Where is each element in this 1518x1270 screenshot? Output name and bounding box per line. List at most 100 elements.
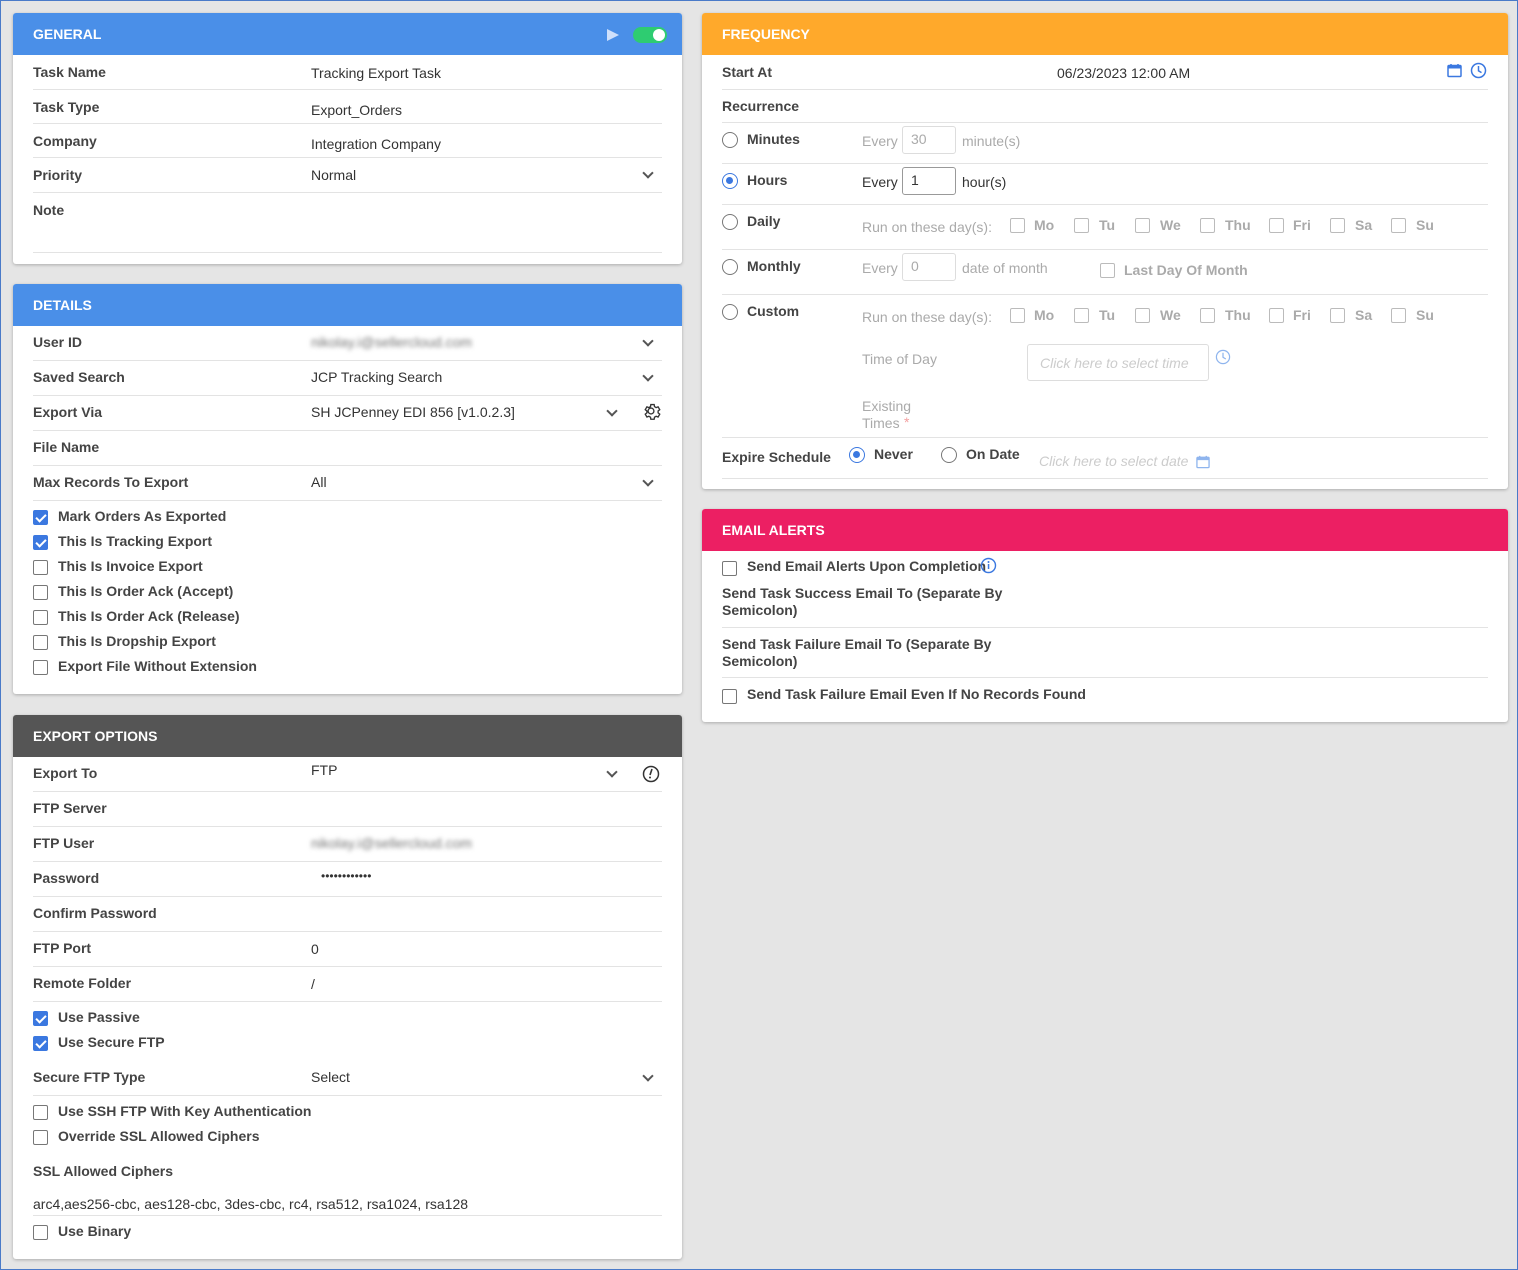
invoice-export-checkbox[interactable] xyxy=(33,560,48,575)
override-ssl-label: Override SSL Allowed Ciphers xyxy=(58,1128,260,1144)
divider xyxy=(33,931,662,932)
failure-email-input[interactable] xyxy=(1057,630,1488,676)
note-input[interactable] xyxy=(311,198,662,248)
minutes-radio[interactable] xyxy=(722,132,738,148)
max-records-select[interactable]: All xyxy=(311,474,327,490)
custom-we-checkbox[interactable] xyxy=(1135,308,1150,323)
custom-fri-checkbox[interactable] xyxy=(1269,308,1284,323)
calendar-icon[interactable] xyxy=(1447,63,1462,78)
test-connection-icon[interactable] xyxy=(642,765,660,783)
enable-toggle[interactable] xyxy=(633,27,667,43)
daily-thu-checkbox[interactable] xyxy=(1200,218,1215,233)
dropship-export-checkbox[interactable] xyxy=(33,635,48,650)
run-icon[interactable] xyxy=(606,28,620,42)
remote-folder-label: Remote Folder xyxy=(33,975,132,991)
use-secure-ftp-checkbox[interactable] xyxy=(33,1036,48,1051)
never-radio[interactable] xyxy=(849,447,865,463)
hours-input[interactable]: 1 xyxy=(902,167,956,195)
divider xyxy=(33,89,662,90)
on-date-radio[interactable] xyxy=(941,447,957,463)
daily-we-checkbox[interactable] xyxy=(1135,218,1150,233)
order-ack-accept-checkbox[interactable] xyxy=(33,585,48,600)
success-email-input[interactable] xyxy=(1057,579,1488,625)
hours-radio[interactable] xyxy=(722,173,738,189)
info-icon[interactable] xyxy=(980,557,997,574)
chevron-down-icon[interactable] xyxy=(642,167,654,179)
expire-date-input[interactable]: Click here to select date xyxy=(1039,453,1189,469)
ftp-server-input[interactable] xyxy=(311,795,662,825)
chevron-down-icon[interactable] xyxy=(642,335,654,347)
existing-times-label-1: Existing xyxy=(862,398,912,414)
chevron-down-icon[interactable] xyxy=(606,766,618,778)
user-id-select[interactable]: nikolay.i@sellercloud.com xyxy=(311,334,473,350)
daily-su-checkbox[interactable] xyxy=(1391,218,1406,233)
start-at-input[interactable]: 06/23/2023 12:00 AM xyxy=(1057,65,1191,81)
chevron-down-icon[interactable] xyxy=(642,370,654,382)
calendar-icon[interactable] xyxy=(1196,455,1210,469)
custom-tu-checkbox[interactable] xyxy=(1074,308,1089,323)
export-to-select[interactable]: FTP xyxy=(311,762,338,778)
override-ssl-checkbox[interactable] xyxy=(33,1130,48,1145)
custom-radio[interactable] xyxy=(722,304,738,320)
daily-radio[interactable] xyxy=(722,214,738,230)
task-name-value[interactable]: Tracking Export Task xyxy=(311,65,441,81)
last-day-of-month-checkbox[interactable] xyxy=(1100,263,1115,278)
custom-su-label: Su xyxy=(1416,307,1434,323)
mark-orders-exported-checkbox[interactable] xyxy=(33,510,48,525)
daily-sa-checkbox[interactable] xyxy=(1330,218,1345,233)
custom-sa-checkbox[interactable] xyxy=(1330,308,1345,323)
company-value[interactable]: Integration Company xyxy=(311,136,441,152)
tracking-export-checkbox[interactable] xyxy=(33,535,48,550)
divider xyxy=(722,204,1488,205)
divider xyxy=(722,249,1488,250)
clock-icon[interactable] xyxy=(1470,62,1487,79)
ftp-port-input[interactable]: 0 xyxy=(311,941,319,957)
start-at-label: Start At xyxy=(722,64,773,80)
minutes-input[interactable]: 30 xyxy=(902,126,956,154)
secure-ftp-type-select[interactable]: Select xyxy=(311,1069,350,1085)
chevron-down-icon[interactable] xyxy=(606,405,618,417)
custom-mo-checkbox[interactable] xyxy=(1010,308,1025,323)
use-ssh-checkbox[interactable] xyxy=(33,1105,48,1120)
export-via-select[interactable]: SH JCPenney EDI 856 [v1.0.2.3] xyxy=(311,404,515,420)
file-name-input[interactable] xyxy=(311,434,662,464)
no-extension-checkbox[interactable] xyxy=(33,660,48,675)
confirm-password-input[interactable] xyxy=(311,900,662,930)
daily-sa-label: Sa xyxy=(1355,217,1373,233)
divider xyxy=(722,437,1488,438)
priority-select[interactable]: Normal xyxy=(311,167,357,183)
custom-thu-checkbox[interactable] xyxy=(1200,308,1215,323)
frequency-title: FREQUENCY xyxy=(722,26,810,42)
daily-mo-checkbox[interactable] xyxy=(1010,218,1025,233)
use-passive-checkbox[interactable] xyxy=(33,1011,48,1026)
failure-no-records-checkbox[interactable] xyxy=(722,689,737,704)
clock-icon[interactable] xyxy=(1215,349,1231,365)
custom-su-checkbox[interactable] xyxy=(1391,308,1406,323)
divider xyxy=(722,294,1488,295)
password-input[interactable]: •••••••••••• xyxy=(321,869,372,883)
monthly-input[interactable]: 0 xyxy=(902,253,956,281)
chevron-down-icon[interactable] xyxy=(642,475,654,487)
hours-every-label: Every xyxy=(862,174,898,190)
send-alerts-checkbox[interactable] xyxy=(722,561,737,576)
custom-we-label: We xyxy=(1160,307,1181,323)
order-ack-release-checkbox[interactable] xyxy=(33,610,48,625)
daily-fri-checkbox[interactable] xyxy=(1269,218,1284,233)
daily-tu-checkbox[interactable] xyxy=(1074,218,1089,233)
saved-search-select[interactable]: JCP Tracking Search xyxy=(311,369,443,385)
use-binary-checkbox[interactable] xyxy=(33,1225,48,1240)
remote-folder-input[interactable]: / xyxy=(311,976,315,992)
ftp-user-input[interactable]: nikolay.i@sellercloud.com xyxy=(311,835,473,851)
task-type-value[interactable]: Export_Orders xyxy=(311,102,403,118)
ssl-ciphers-input[interactable]: arc4,aes256-cbc, aes128-cbc, 3des-cbc, r… xyxy=(33,1196,469,1212)
gear-icon[interactable] xyxy=(641,401,661,421)
email-alerts-title: EMAIL ALERTS xyxy=(722,522,825,538)
monthly-radio[interactable] xyxy=(722,259,738,275)
daily-we-label: We xyxy=(1160,217,1181,233)
custom-sa-label: Sa xyxy=(1355,307,1373,323)
time-of-day-input[interactable]: Click here to select time xyxy=(1027,344,1209,381)
recurrence-label: Recurrence xyxy=(722,98,800,114)
custom-run-on-label: Run on these day(s): xyxy=(862,309,992,325)
divider xyxy=(33,791,662,792)
chevron-down-icon[interactable] xyxy=(642,1070,654,1082)
